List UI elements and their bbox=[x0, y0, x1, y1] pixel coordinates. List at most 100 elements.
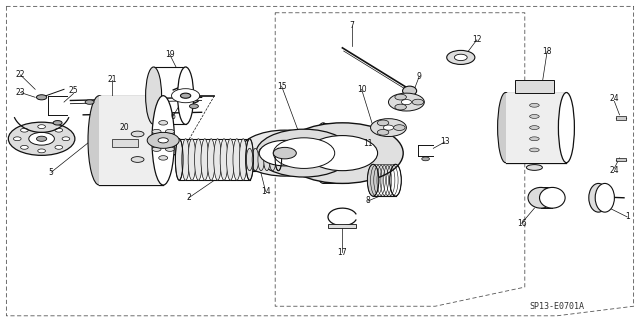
Circle shape bbox=[55, 128, 63, 132]
Circle shape bbox=[239, 130, 331, 176]
Circle shape bbox=[307, 136, 378, 171]
Text: 20: 20 bbox=[120, 123, 130, 132]
Bar bbox=[616, 116, 626, 120]
Ellipse shape bbox=[498, 93, 513, 163]
Text: 15: 15 bbox=[276, 82, 287, 91]
Circle shape bbox=[29, 132, 54, 145]
Text: 10: 10 bbox=[356, 85, 367, 94]
Ellipse shape bbox=[530, 115, 539, 118]
Ellipse shape bbox=[269, 148, 276, 171]
Circle shape bbox=[55, 145, 63, 149]
Circle shape bbox=[401, 100, 412, 105]
Bar bbox=[515, 80, 554, 93]
Ellipse shape bbox=[175, 139, 183, 180]
Circle shape bbox=[378, 130, 389, 135]
Circle shape bbox=[20, 145, 28, 149]
Ellipse shape bbox=[131, 157, 144, 162]
Ellipse shape bbox=[195, 139, 202, 180]
Circle shape bbox=[259, 140, 310, 166]
Ellipse shape bbox=[233, 139, 241, 180]
Text: 23: 23 bbox=[15, 88, 26, 97]
Circle shape bbox=[152, 147, 161, 151]
Circle shape bbox=[38, 125, 45, 129]
Circle shape bbox=[165, 130, 174, 134]
Circle shape bbox=[388, 93, 424, 111]
Bar bbox=[328, 224, 356, 228]
Ellipse shape bbox=[220, 139, 228, 180]
Text: 12: 12 bbox=[472, 35, 481, 44]
Text: 6: 6 bbox=[170, 112, 175, 121]
Circle shape bbox=[172, 89, 200, 103]
Circle shape bbox=[378, 120, 389, 126]
Text: 16: 16 bbox=[516, 219, 527, 228]
Ellipse shape bbox=[182, 139, 189, 180]
Ellipse shape bbox=[207, 139, 215, 180]
Text: 21: 21 bbox=[108, 75, 116, 84]
Text: 14: 14 bbox=[260, 187, 271, 196]
Ellipse shape bbox=[403, 86, 417, 96]
Circle shape bbox=[383, 125, 394, 130]
Text: 9: 9 bbox=[417, 72, 422, 81]
Circle shape bbox=[180, 93, 191, 98]
Ellipse shape bbox=[530, 126, 539, 130]
Ellipse shape bbox=[252, 148, 259, 171]
Text: 24: 24 bbox=[609, 94, 620, 103]
Circle shape bbox=[159, 156, 168, 160]
Ellipse shape bbox=[589, 183, 608, 212]
Circle shape bbox=[394, 125, 405, 130]
Circle shape bbox=[273, 147, 296, 159]
Ellipse shape bbox=[526, 165, 543, 170]
Text: 22: 22 bbox=[16, 70, 25, 79]
Circle shape bbox=[395, 94, 406, 100]
Text: 7: 7 bbox=[349, 21, 355, 30]
Bar bbox=[112, 139, 138, 147]
Ellipse shape bbox=[258, 148, 264, 171]
Ellipse shape bbox=[188, 139, 196, 180]
Ellipse shape bbox=[314, 123, 333, 183]
Ellipse shape bbox=[227, 139, 234, 180]
Ellipse shape bbox=[246, 139, 253, 180]
Ellipse shape bbox=[152, 96, 174, 185]
Circle shape bbox=[165, 147, 174, 152]
Circle shape bbox=[20, 128, 28, 132]
Ellipse shape bbox=[88, 96, 111, 185]
Text: SP13-E0701A: SP13-E0701A bbox=[529, 302, 584, 311]
Text: 17: 17 bbox=[337, 248, 348, 256]
Ellipse shape bbox=[264, 148, 270, 171]
Ellipse shape bbox=[131, 131, 144, 137]
Bar bbox=[616, 158, 626, 161]
Text: 13: 13 bbox=[440, 137, 450, 146]
Circle shape bbox=[454, 54, 467, 61]
Ellipse shape bbox=[246, 148, 253, 171]
Bar bbox=[99, 96, 163, 185]
Circle shape bbox=[8, 122, 75, 155]
Text: 2: 2 bbox=[186, 193, 191, 202]
Circle shape bbox=[62, 137, 70, 141]
Circle shape bbox=[395, 104, 406, 110]
Circle shape bbox=[13, 137, 21, 141]
Circle shape bbox=[147, 132, 179, 148]
Circle shape bbox=[38, 149, 45, 153]
Circle shape bbox=[282, 123, 403, 183]
Circle shape bbox=[53, 121, 62, 125]
Circle shape bbox=[447, 50, 475, 64]
Ellipse shape bbox=[530, 137, 539, 141]
Text: 24: 24 bbox=[609, 166, 620, 175]
Circle shape bbox=[85, 100, 94, 104]
Text: 5: 5 bbox=[49, 168, 54, 177]
Ellipse shape bbox=[239, 139, 247, 180]
Bar bbox=[506, 93, 566, 163]
Ellipse shape bbox=[178, 67, 194, 124]
Circle shape bbox=[36, 95, 47, 100]
Text: 1: 1 bbox=[625, 212, 630, 221]
Ellipse shape bbox=[595, 183, 614, 212]
Ellipse shape bbox=[528, 188, 554, 208]
Text: 8: 8 bbox=[365, 197, 371, 205]
Circle shape bbox=[159, 121, 168, 125]
Text: 19: 19 bbox=[164, 50, 175, 59]
Circle shape bbox=[273, 138, 335, 168]
Circle shape bbox=[177, 92, 188, 97]
Circle shape bbox=[371, 119, 406, 137]
Circle shape bbox=[158, 138, 168, 143]
Ellipse shape bbox=[146, 67, 162, 124]
